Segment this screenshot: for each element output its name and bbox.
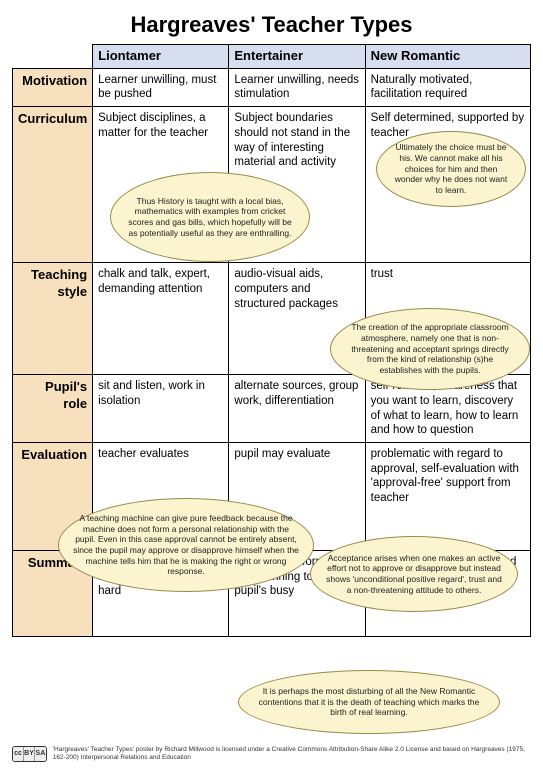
- page-title: Hargreaves' Teacher Types: [12, 12, 531, 38]
- callout-choice: Ultimately the choice must be his. We ca…: [376, 131, 526, 207]
- cell: sit and listen, work in isolation: [93, 375, 229, 443]
- corner-cell: [13, 45, 93, 69]
- callout-text: The creation of the appropriate classroo…: [345, 322, 515, 375]
- rowhead-pupils: Pupil's role: [13, 375, 93, 443]
- cell: problematic with regard to approval, sel…: [365, 442, 530, 550]
- cc-part: BY: [24, 747, 35, 761]
- col-new-romantic: New Romantic: [365, 45, 530, 69]
- callout-atmosphere: The creation of the appropriate classroo…: [330, 308, 530, 390]
- cc-license-icon: cc BY SA: [12, 746, 47, 762]
- callout-acceptance: Acceptance arises when one makes an acti…: [310, 536, 518, 612]
- footer: cc BY SA 'Hargreaves' Teacher Types' pos…: [12, 746, 531, 762]
- cc-part: SA: [35, 747, 46, 761]
- callout-text: Acceptance arises when one makes an acti…: [325, 553, 503, 596]
- callout-text: A teaching machine can give pure feedbac…: [73, 513, 299, 577]
- rowhead-teaching: Teaching style: [13, 263, 93, 375]
- rowhead-curriculum: Curriculum: [13, 107, 93, 263]
- cell: Naturally motivated, facilitation requir…: [365, 68, 530, 106]
- callout-teaching-machine: A teaching machine can give pure feedbac…: [58, 498, 314, 592]
- callout-text: It is perhaps the most disturbing of all…: [253, 686, 485, 718]
- callout-history: Thus History is taught with a local bias…: [110, 172, 310, 262]
- cell: chalk and talk, expert, demanding attent…: [93, 263, 229, 375]
- callout-text: Thus History is taught with a local bias…: [125, 196, 295, 239]
- rowhead-motivation: Motivation: [13, 68, 93, 106]
- callout-new-romantic: It is perhaps the most disturbing of all…: [238, 670, 500, 734]
- callout-text: Ultimately the choice must be his. We ca…: [391, 142, 511, 195]
- col-liontamer: Liontamer: [93, 45, 229, 69]
- col-entertainer: Entertainer: [229, 45, 365, 69]
- cc-part: cc: [13, 747, 24, 761]
- cell: Learner unwilling, must be pushed: [93, 68, 229, 106]
- row-motivation: Motivation Learner unwilling, must be pu…: [13, 68, 531, 106]
- cell: Learner unwilling, needs stimulation: [229, 68, 365, 106]
- footer-text: 'Hargreaves' Teacher Types' poster by Ri…: [53, 746, 531, 762]
- cell: alternate sources, group work, different…: [229, 375, 365, 443]
